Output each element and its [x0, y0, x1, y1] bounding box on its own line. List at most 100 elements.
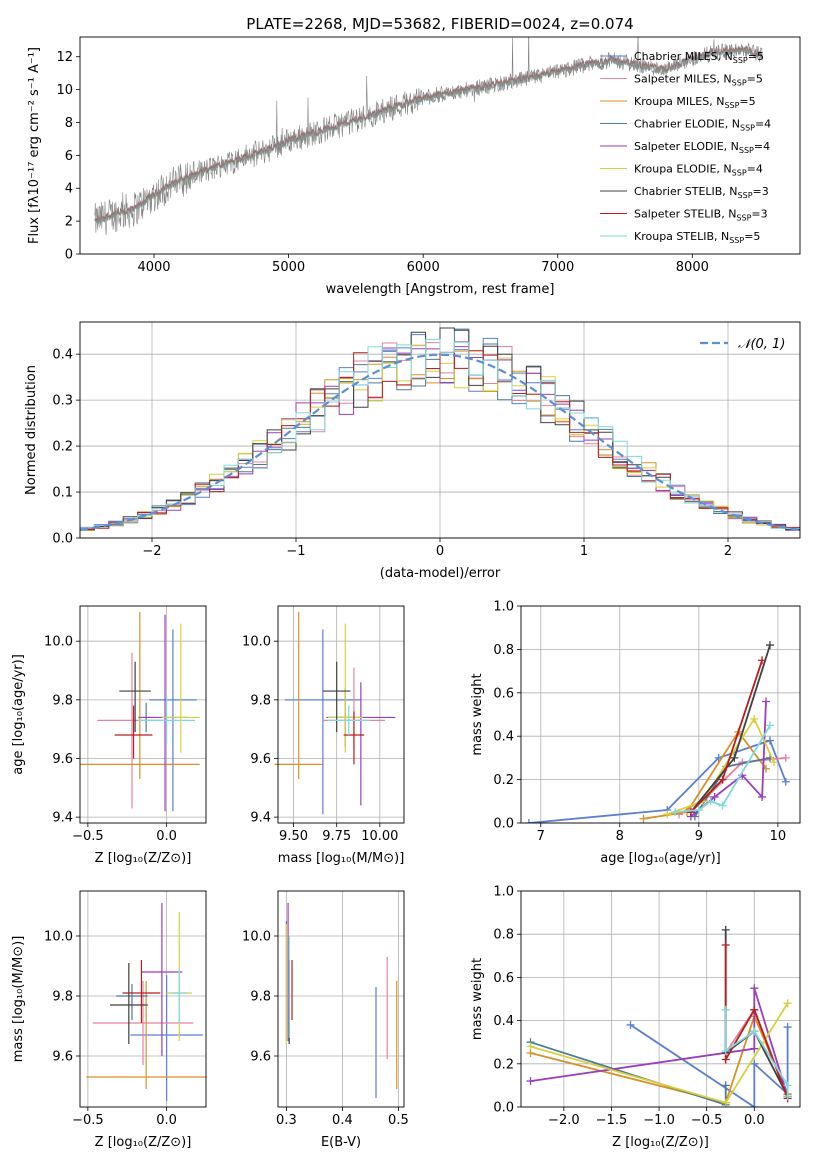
- legend-entry: Chabrier MILES, NSSP=5: [634, 50, 764, 65]
- y-tick-label: 9.8: [250, 693, 271, 708]
- mass-vs-ebv-panel: 0.3 0.4 0.5 9.6 9.8 10.0 E(B-V): [242, 890, 409, 1150]
- x-axis-label: mass [log₁₀(M/M⊙)]: [278, 851, 405, 866]
- legend-entry: Kroupa ELODIE, NSSP=4: [634, 163, 763, 178]
- y-tick-label: 10.0: [242, 930, 271, 945]
- data-point: [109, 963, 148, 1044]
- weight-marker: [721, 1098, 730, 1107]
- x-tick-label: 1: [580, 544, 588, 559]
- x-tick-label: −1.0: [643, 1113, 675, 1128]
- axes-frame: [277, 605, 405, 824]
- x-tick-label: 0.0: [156, 829, 177, 844]
- weight-vs-z-plot-area: [526, 925, 792, 1107]
- observed-spectrum-line: [94, 37, 763, 236]
- weight-marker: [663, 810, 672, 819]
- y-tick-label: 0.2: [493, 1057, 514, 1072]
- y-tick-label: 0.8: [493, 643, 514, 658]
- x-axis-label: (data-model)/error: [380, 566, 501, 581]
- weight-marker: [750, 1027, 759, 1036]
- y-tick-label: 1.0: [493, 600, 514, 615]
- x-tick-label: 9.75: [322, 829, 351, 844]
- axes-frame: [277, 890, 405, 1108]
- x-tick-label: 7: [537, 829, 545, 844]
- data-point: [161, 623, 200, 753]
- model-spectrum-line: [94, 47, 763, 225]
- y-axis-label: mass [log₁₀(M/M⊙)]: [11, 936, 26, 1063]
- y-tick-label: 9.8: [250, 990, 271, 1005]
- x-tick-label: −0.5: [72, 829, 104, 844]
- x-tick-label: 6000: [407, 260, 440, 275]
- y-tick-label: 9.6: [250, 1050, 271, 1065]
- data-point: [284, 629, 361, 815]
- weight-marker: [694, 805, 703, 814]
- weight-series-line: [530, 987, 789, 1097]
- data-point: [328, 705, 370, 736]
- y-tick-label: 0.2: [493, 773, 514, 788]
- weight-series-line: [666, 716, 775, 816]
- weight-marker: [750, 1044, 759, 1053]
- data-point: [274, 611, 323, 780]
- x-tick-label: −0.5: [691, 1113, 723, 1128]
- x-axis-label: Z [log₁₀(Z/Z⊙)]: [612, 1135, 709, 1150]
- x-tick-label: 4000: [137, 260, 170, 275]
- x-tick-label: 0.0: [156, 1113, 177, 1128]
- axes-frame: [79, 605, 207, 824]
- x-tick-label: −2.0: [548, 1113, 580, 1128]
- y-tick-label: 0.2: [52, 440, 73, 455]
- legend-entry: Kroupa STELIB, NSSP=5: [634, 230, 760, 245]
- axes-frame: [520, 605, 801, 824]
- x-tick-label: 9.50: [279, 829, 308, 844]
- data-point: [141, 614, 189, 812]
- weight-marker: [721, 941, 730, 949]
- y-tick-label: 0.4: [493, 1014, 514, 1029]
- axes-frame: [79, 36, 801, 255]
- x-axis-label: wavelength [Angstrom, rest frame]: [326, 282, 555, 297]
- y-tick-label: 0.8: [493, 928, 514, 943]
- weight-marker: [769, 758, 778, 767]
- weight-marker: [686, 808, 695, 817]
- x-tick-label: −0.5: [72, 1113, 104, 1128]
- y-axis-label: mass weight: [470, 958, 485, 1040]
- data-point: [119, 661, 151, 733]
- residuals-plot-area: [80, 327, 800, 531]
- x-tick-label: 0.4: [332, 1113, 353, 1128]
- x-axis-label: E(B-V): [321, 1135, 361, 1150]
- y-tick-label: 9.6: [250, 752, 271, 767]
- data-point: [80, 611, 200, 780]
- x-tick-label: −1: [286, 544, 305, 559]
- x-tick-label: 0.0: [744, 1113, 765, 1128]
- legend-entry: Chabrier ELODIE, NSSP=4: [634, 118, 771, 133]
- x-tick-label: −1.5: [596, 1113, 628, 1128]
- data-point: [114, 705, 153, 759]
- y-tick-label: 9.4: [52, 811, 73, 826]
- weight-marker: [721, 1055, 730, 1064]
- weight-series-line: [724, 945, 789, 1099]
- weight-marker: [765, 641, 774, 650]
- x-tick-label: 2: [724, 544, 732, 559]
- weight-marker: [765, 721, 774, 730]
- y-tick-label: 9.8: [52, 990, 73, 1005]
- y-tick-label: 2: [65, 215, 73, 230]
- data-point: [328, 623, 363, 753]
- x-tick-label: 0.5: [388, 1113, 409, 1128]
- y-tick-label: 10.0: [44, 930, 73, 945]
- y-tick-label: 9.8: [52, 693, 73, 708]
- spectrum-panel: 4000 5000 6000 7000 8000 0 2 4 6 8 10 12 wavelength …: [27, 36, 801, 297]
- x-tick-label: 8000: [676, 260, 709, 275]
- y-axis-label: mass weight: [470, 673, 485, 755]
- weight-marker: [721, 1046, 730, 1055]
- x-tick-label: −2: [142, 544, 161, 559]
- y-tick-label: 10: [56, 83, 73, 98]
- residuals-panel: −2 −1 0 1 2 0.0 0.1 0.2 0.3 0.4 (data-model)/error…: [24, 321, 801, 581]
- data-point: [116, 984, 148, 1020]
- x-tick-label: 8: [616, 829, 624, 844]
- legend-entry: Salpeter MILES, NSSP=5: [634, 73, 763, 88]
- weight-marker: [762, 697, 771, 706]
- weight-marker: [721, 925, 730, 934]
- weight-marker: [783, 1023, 792, 1032]
- x-axis-label: Z [log₁₀(Z/Z⊙)]: [95, 1135, 192, 1150]
- y-tick-label: 0.6: [493, 971, 514, 986]
- weight-marker: [524, 819, 533, 823]
- y-axis-label: Flux [fλ10⁻¹⁷ erg cm⁻² s⁻¹ A⁻¹]: [27, 47, 42, 244]
- weight-marker: [671, 808, 680, 817]
